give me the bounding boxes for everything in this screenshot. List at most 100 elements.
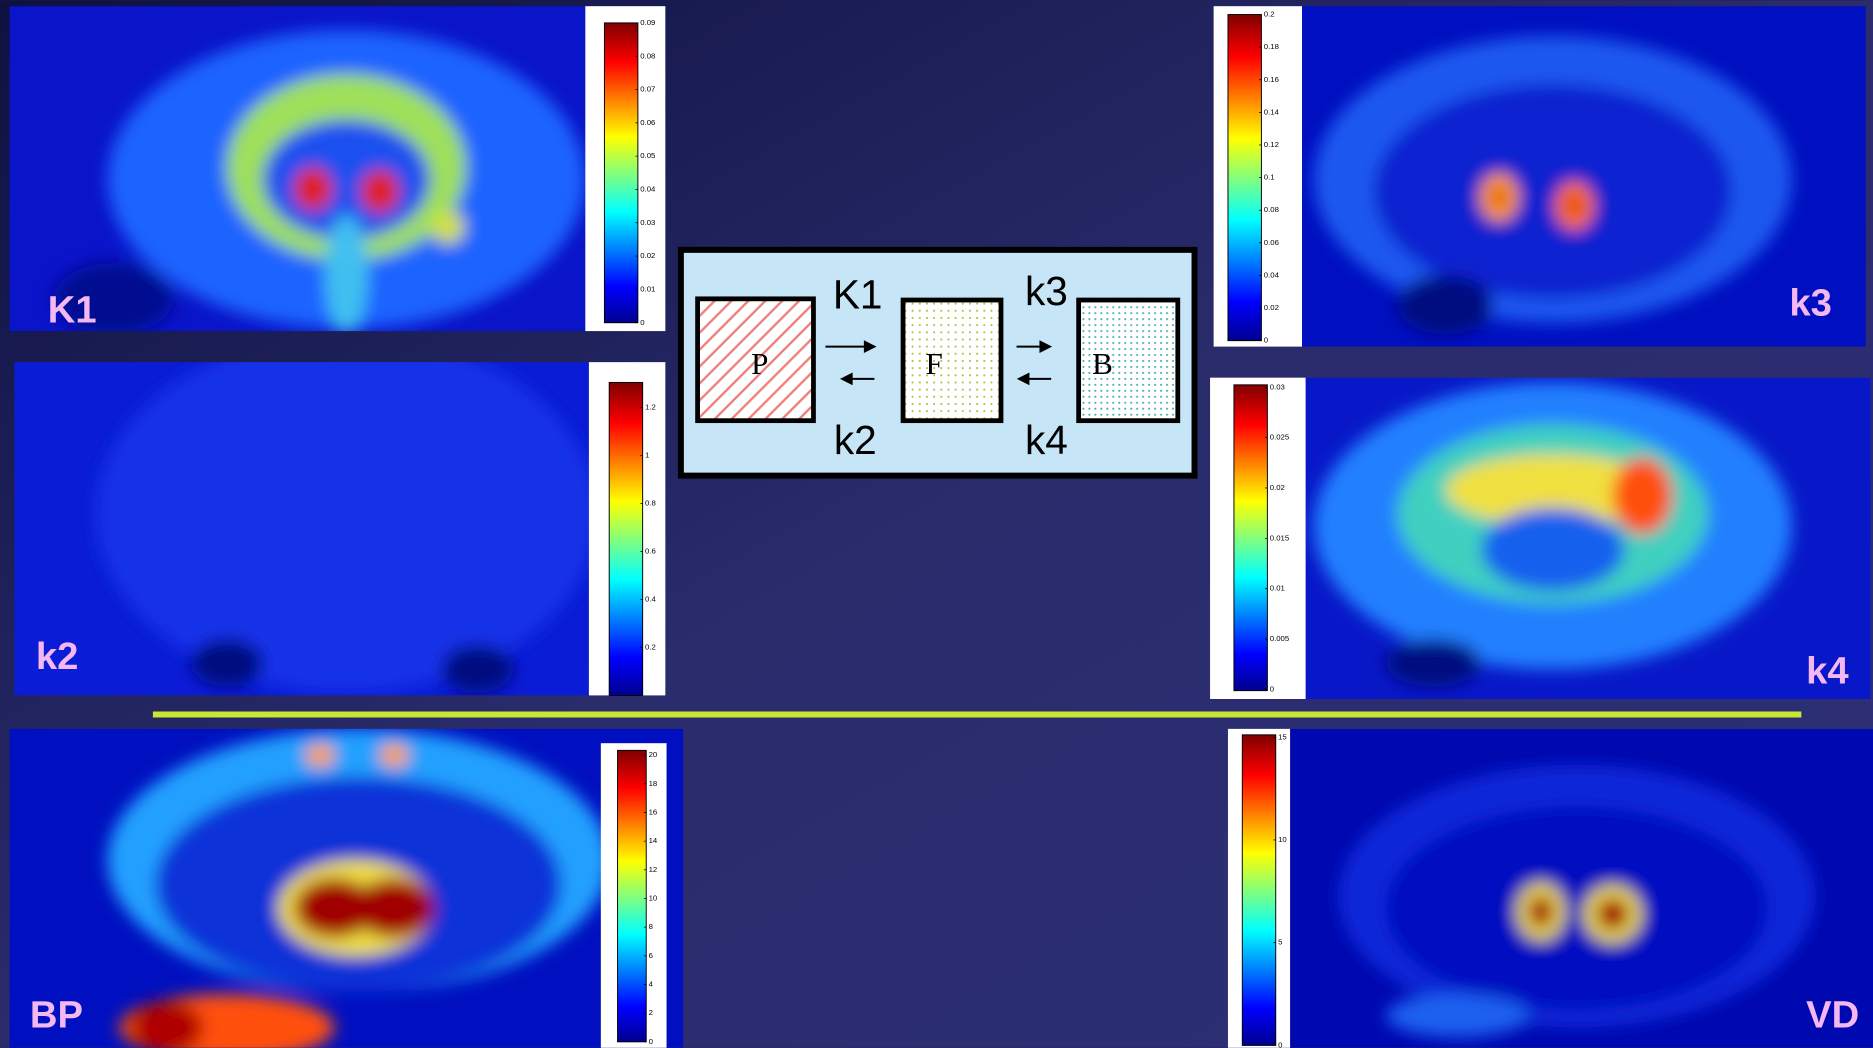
colorbar-tick-label: 0.2 bbox=[1264, 10, 1275, 19]
compartment-box bbox=[695, 296, 816, 424]
panel-label: k4 bbox=[1806, 649, 1849, 692]
colorbar-tick-label: 0.16 bbox=[1264, 75, 1279, 84]
colorbar-tick-label: 18 bbox=[649, 779, 658, 788]
colorbar-tick-label: 0.09 bbox=[640, 18, 655, 27]
panel-labels: K1 k2 k3 k4 BP VD bbox=[30, 282, 1859, 1037]
colorbar-tick-label: 1.2 bbox=[645, 403, 656, 412]
colorbar-tick-label: 0.01 bbox=[640, 284, 655, 293]
colorbar-tick-label: 2 bbox=[649, 1008, 653, 1017]
intensity-region bbox=[441, 645, 514, 694]
intensity-region bbox=[1385, 639, 1482, 688]
colorbar-tick-label: 0 bbox=[1278, 1040, 1282, 1048]
parameter-maps: 0 0.01 0.02 0.03 0.04 0.05 0.06 0.07 0.08 0.09 0.2… bbox=[9, 6, 1873, 1048]
rate-label: k4 bbox=[1025, 417, 1068, 463]
colorbar-tick-label: 0 bbox=[1270, 684, 1274, 693]
colorbar-tick-label: 0 bbox=[649, 1037, 653, 1046]
colorbar-tick-label: 16 bbox=[649, 808, 658, 817]
rate-label: k2 bbox=[834, 417, 877, 463]
intensity-region bbox=[1595, 897, 1630, 931]
intensity-region bbox=[1527, 894, 1555, 929]
colorbar-tick-label: 4 bbox=[649, 980, 654, 989]
intensity-region bbox=[305, 743, 335, 768]
panel-label: VD bbox=[1806, 993, 1859, 1036]
intensity-region bbox=[95, 362, 589, 693]
compartment-diagram: P F B K1 k2 k3 k4 bbox=[677, 246, 1198, 479]
rate-label: K1 bbox=[833, 271, 883, 317]
intensity-region bbox=[360, 169, 399, 213]
arrows bbox=[825, 340, 1053, 386]
compartment-box bbox=[1076, 297, 1181, 424]
compartment-label: B bbox=[1092, 346, 1113, 381]
colorbar-tick-label: 0.06 bbox=[640, 118, 655, 127]
colorbar bbox=[1227, 14, 1262, 342]
parameter-map bbox=[1302, 6, 1866, 347]
intensity-region bbox=[379, 743, 409, 768]
intensity-region bbox=[1445, 454, 1661, 526]
parameter-map bbox=[1305, 377, 1871, 699]
colorbar-tick-label: 0.05 bbox=[640, 151, 655, 160]
compartment-label: P bbox=[751, 346, 768, 381]
colorbar-tick-label: 20 bbox=[649, 750, 658, 759]
colorbar-tick-label: 0.08 bbox=[1264, 205, 1279, 214]
colorbar-tick-label: 1 bbox=[645, 451, 649, 460]
colorbar-tick-label: 0.4 bbox=[645, 595, 656, 604]
colorbar bbox=[1241, 734, 1277, 1046]
colorbar-tick-label: 0 bbox=[1264, 336, 1268, 345]
intensity-region bbox=[53, 263, 174, 332]
colorbar-tick-label: 0.06 bbox=[1264, 238, 1279, 247]
map-intensity bbox=[1313, 382, 1792, 688]
colorbar-tick-label: 0.2 bbox=[645, 643, 656, 652]
colorbar-tick-label: 0.04 bbox=[640, 185, 656, 194]
rate-label: k3 bbox=[1025, 268, 1068, 314]
panel-label: k2 bbox=[36, 635, 79, 678]
map-intensity bbox=[1337, 764, 1816, 1038]
colorbar-tick-label: 0.03 bbox=[1270, 382, 1285, 391]
intensity-region bbox=[1612, 457, 1673, 535]
panel-label: BP bbox=[30, 993, 83, 1036]
intensity-region bbox=[191, 639, 263, 688]
compartment-box bbox=[900, 297, 1004, 424]
colorbar-tick-label: 12 bbox=[649, 865, 658, 874]
colorbar bbox=[608, 381, 644, 696]
parameter-map bbox=[9, 728, 684, 1048]
parameter-map bbox=[14, 362, 589, 696]
intensity-region bbox=[431, 210, 465, 244]
parameter-map bbox=[9, 6, 586, 332]
intensity-region bbox=[1385, 994, 1529, 1038]
intensity-region bbox=[131, 1001, 204, 1048]
colorbar bbox=[603, 22, 639, 324]
colorbar-tick-label: 0.005 bbox=[1270, 634, 1289, 643]
colorbar-tick-label: 0 bbox=[640, 318, 644, 327]
panel-label: k3 bbox=[1789, 282, 1832, 325]
colorbar-tick-label: 0.8 bbox=[645, 499, 656, 508]
intensity-region bbox=[1481, 507, 1625, 592]
colorbar-tick-label: 0.14 bbox=[1264, 107, 1280, 116]
intensity-region bbox=[353, 878, 435, 938]
colorbar-tick-label: 0.03 bbox=[640, 218, 655, 227]
colorbar-tick-label: 14 bbox=[649, 836, 658, 845]
intensity-region bbox=[1385, 806, 1768, 1010]
colorbar-tick-label: 0.025 bbox=[1270, 433, 1289, 442]
colorbar-tick-label: 0.1 bbox=[1264, 173, 1275, 182]
colorbar-tick-label: 0.08 bbox=[640, 51, 655, 60]
intensity-region bbox=[1567, 197, 1582, 215]
map-intensity bbox=[107, 728, 610, 1048]
intensity-region bbox=[1491, 188, 1507, 206]
compartment-label: F bbox=[925, 346, 942, 381]
intensity-region bbox=[293, 878, 376, 938]
intensity-region bbox=[293, 167, 333, 211]
colorbar-tick-label: 0.02 bbox=[1264, 303, 1279, 312]
map-intensity bbox=[1313, 36, 1792, 335]
colorbar-tick-label: 10 bbox=[1278, 835, 1287, 844]
colorbar-tick-label: 0.07 bbox=[640, 85, 655, 94]
map-intensity bbox=[95, 362, 589, 694]
parameter-map bbox=[1290, 728, 1873, 1048]
colorbar-tick-label: 0.02 bbox=[640, 251, 655, 260]
colorbar-tick-label: 10 bbox=[649, 894, 658, 903]
colorbar-tick-label: 6 bbox=[649, 951, 653, 960]
intensity-region bbox=[1397, 274, 1494, 335]
colorbar-tick-label: 5 bbox=[1278, 938, 1282, 947]
colorbar bbox=[617, 749, 647, 1043]
